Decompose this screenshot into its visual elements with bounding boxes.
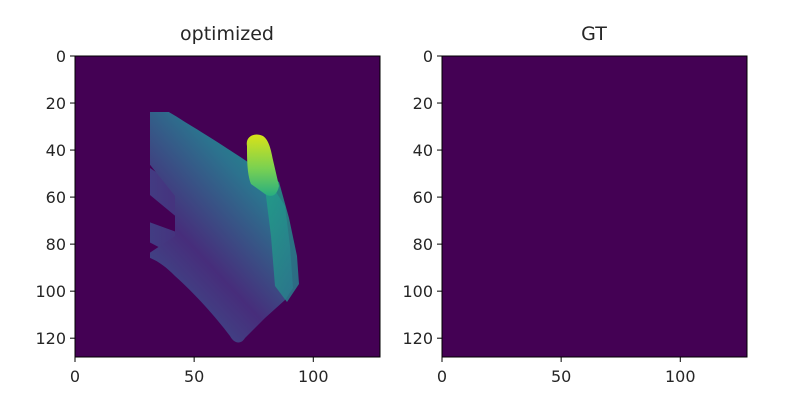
axes-ticks: 0 50 100 0 20 40 60 80 100 120 xyxy=(402,47,695,386)
y-tick-label: 120 xyxy=(35,329,66,348)
y-tick-label: 100 xyxy=(402,282,433,301)
y-tick-label: 20 xyxy=(413,94,433,113)
y-tick-label: 40 xyxy=(413,141,433,160)
axes-frame xyxy=(74,55,381,358)
x-tick-label: 0 xyxy=(437,367,447,386)
y-tick-label: 40 xyxy=(46,141,66,160)
y-tick-label: 0 xyxy=(56,47,66,66)
x-tick-label: 0 xyxy=(70,367,80,386)
axes-frame xyxy=(441,55,748,358)
x-tick-label: 100 xyxy=(665,367,696,386)
x-tick-label: 50 xyxy=(184,367,204,386)
x-tick-label: 50 xyxy=(551,367,571,386)
y-tick-label: 80 xyxy=(413,235,433,254)
panel-gt: GT 0 50 100 0 20 40 60 80 100 120 xyxy=(402,23,748,386)
hand-depth-map xyxy=(150,112,299,343)
y-tick-label: 20 xyxy=(46,94,66,113)
panel-optimized: optimized 0 50 100 0 20 40 60 80 100 120 xyxy=(35,23,381,386)
y-tick-label: 120 xyxy=(402,329,433,348)
panel-title: optimized xyxy=(180,23,274,45)
x-tick-label: 100 xyxy=(298,367,329,386)
y-tick-label: 60 xyxy=(413,188,433,207)
y-tick-label: 60 xyxy=(46,188,66,207)
axes-ticks: 0 50 100 0 20 40 60 80 100 120 xyxy=(35,47,328,386)
depth-image xyxy=(150,112,299,343)
y-tick-label: 0 xyxy=(423,47,433,66)
y-tick-label: 80 xyxy=(46,235,66,254)
image-area xyxy=(442,56,747,357)
panel-title: GT xyxy=(581,23,607,45)
y-tick-label: 100 xyxy=(35,282,66,301)
